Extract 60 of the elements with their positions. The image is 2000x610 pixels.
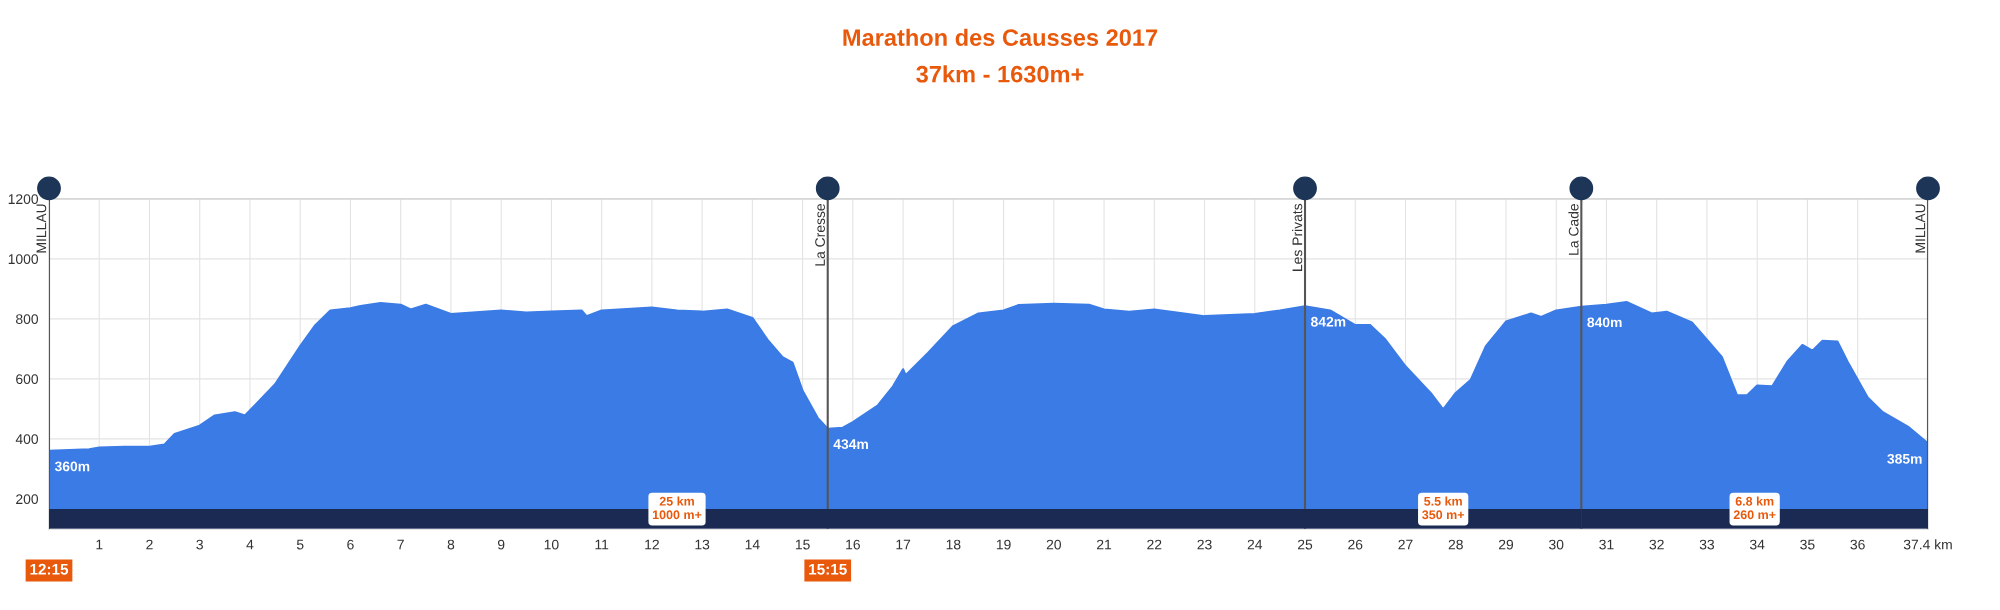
x-tick-label: 5 bbox=[296, 539, 304, 550]
x-tick-label: 23 bbox=[1197, 539, 1212, 550]
annotation: 385m bbox=[1887, 453, 1922, 464]
y-tick-label: 200 bbox=[16, 494, 39, 505]
chart-subtitle: 37km - 1630m+ bbox=[916, 65, 1084, 83]
x-tick-label: 34 bbox=[1749, 539, 1765, 550]
x-tick-label: 9 bbox=[497, 539, 505, 550]
x-tick-label: 12 bbox=[645, 539, 659, 550]
x-tick-label: 31 bbox=[1599, 539, 1614, 550]
y-tick-label: 400 bbox=[15, 434, 39, 445]
x-tick-label: 30 bbox=[1549, 539, 1564, 550]
x-tick-label: 26 bbox=[1348, 539, 1363, 550]
x-tick-label: 6 bbox=[347, 539, 354, 550]
ref-line-label: La Cade bbox=[1568, 203, 1579, 255]
annotation: 434m bbox=[833, 439, 868, 450]
x-tick-label: 17 bbox=[896, 539, 911, 550]
x-tick-label: 27 bbox=[1398, 539, 1413, 550]
annotation: 840m bbox=[1587, 317, 1622, 328]
ref-line-label: Les Privats bbox=[1292, 203, 1303, 271]
ref-line-label: MILLAU bbox=[1915, 204, 1926, 253]
annotation: 15:15 bbox=[809, 563, 847, 575]
x-tick-label: 18 bbox=[946, 539, 961, 550]
x-tick-label: 16 bbox=[846, 539, 860, 550]
x-tick-label: 35 bbox=[1800, 539, 1815, 550]
x-tick-label: 32 bbox=[1649, 539, 1664, 550]
band-label: 25 km 1000 m+ bbox=[652, 496, 702, 520]
x-tick-label: 3 bbox=[196, 539, 203, 550]
band-label: 5.5 km 350 m+ bbox=[1422, 496, 1465, 520]
x-tick-label: 7 bbox=[397, 539, 404, 550]
x-tick-label: 8 bbox=[447, 539, 455, 550]
x-tick-label: 24 bbox=[1247, 539, 1263, 550]
x-tick-label: 13 bbox=[695, 539, 710, 550]
x-tick-label: 33 bbox=[1699, 539, 1715, 550]
x-tick-label: 1 bbox=[96, 539, 103, 550]
x-tick-label: 21 bbox=[1097, 539, 1112, 550]
x-tick-label: 15 bbox=[795, 539, 810, 550]
x-tick-label: 25 bbox=[1297, 539, 1313, 550]
ref-line-label: La Cresse bbox=[815, 203, 825, 266]
x-tick-label: 22 bbox=[1147, 539, 1162, 550]
x-tick-label: 29 bbox=[1498, 539, 1514, 550]
ref-line-label: MILLAU bbox=[36, 204, 47, 253]
y-tick-label: 1000 bbox=[8, 254, 39, 265]
x-tick-label: 19 bbox=[996, 539, 1011, 550]
annotation: 12:15 bbox=[30, 563, 69, 575]
y-tick-label: 1200 bbox=[8, 194, 39, 205]
annotation: 842m bbox=[1311, 316, 1346, 327]
y-tick-label: 600 bbox=[16, 374, 39, 385]
x-tick-label: 10 bbox=[544, 539, 559, 550]
x-tick-label: 14 bbox=[745, 539, 760, 550]
x-tick-label: 36 bbox=[1850, 539, 1865, 550]
x-tick-label: 28 bbox=[1448, 539, 1463, 550]
annotation: 360m bbox=[54, 461, 90, 472]
chart-title: Marathon des Causses 2017 bbox=[843, 28, 1158, 46]
band-label: 6.8 km 260 m+ bbox=[1733, 496, 1776, 520]
x-tick-label: 20 bbox=[1046, 539, 1061, 550]
x-tick-label: 37.4 km bbox=[1903, 539, 1952, 550]
x-tick-label: 2 bbox=[146, 539, 153, 550]
y-tick-label: 800 bbox=[16, 314, 39, 325]
x-tick-label: 11 bbox=[595, 539, 609, 550]
x-tick-label: 4 bbox=[246, 539, 254, 550]
